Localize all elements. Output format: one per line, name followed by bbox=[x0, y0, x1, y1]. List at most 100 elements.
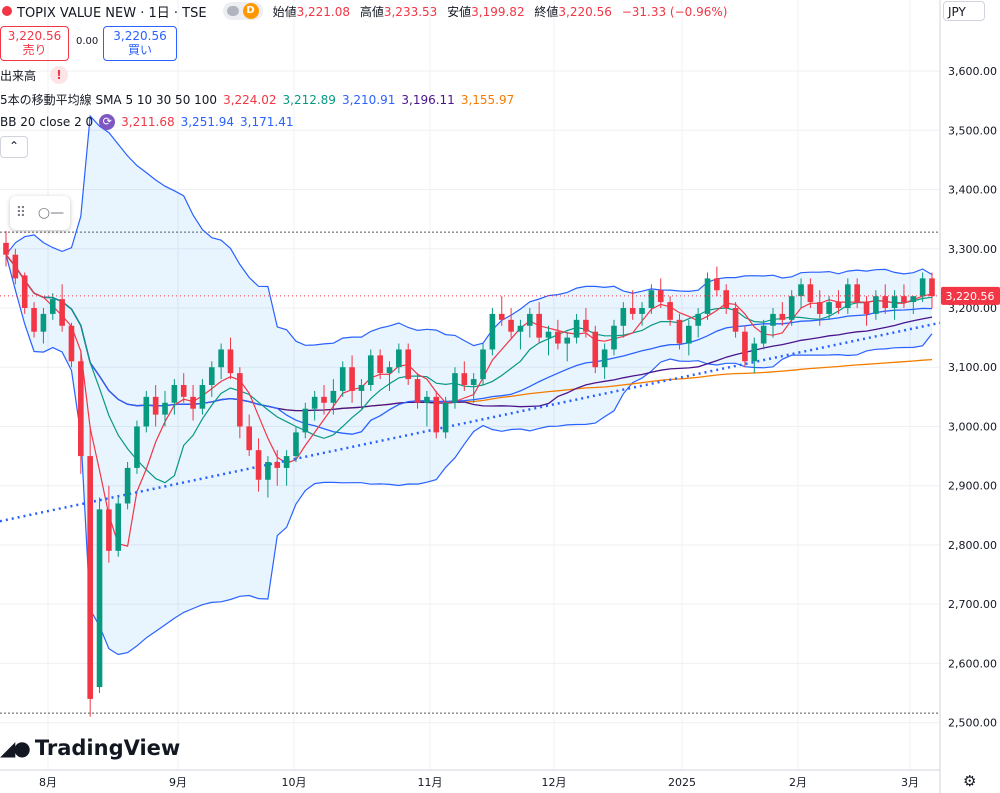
candle-body bbox=[311, 396, 318, 409]
candle-body bbox=[676, 319, 683, 344]
chevron-up-icon[interactable]: ⌃ bbox=[0, 136, 28, 158]
candle-body bbox=[723, 290, 730, 308]
candle-body bbox=[152, 396, 159, 415]
close-value: 3,220.56 bbox=[558, 4, 612, 19]
candle-body bbox=[545, 331, 552, 338]
high-value: 3,233.53 bbox=[383, 4, 438, 19]
candle-body bbox=[96, 509, 103, 688]
candle-body bbox=[854, 284, 860, 303]
candle-body bbox=[508, 319, 514, 332]
candle-body bbox=[377, 355, 383, 374]
candle-body bbox=[87, 456, 93, 699]
candle-body bbox=[751, 343, 758, 362]
candle-body bbox=[592, 331, 599, 368]
candle-body bbox=[49, 299, 56, 314]
candle-body bbox=[143, 396, 150, 427]
candle-body bbox=[489, 313, 496, 350]
candle-body bbox=[583, 319, 589, 332]
buy-price: 3,220.56 bbox=[113, 29, 167, 43]
candle-body bbox=[12, 254, 19, 279]
candle-body bbox=[302, 408, 309, 433]
open-value: 3,221.08 bbox=[296, 4, 351, 19]
sell-label: 売り bbox=[22, 43, 47, 57]
volume-indicator[interactable]: 出来高 ! bbox=[0, 66, 74, 84]
close-label: 終値 bbox=[534, 4, 559, 19]
drawing-toolbar[interactable]: ⠿ ○— bbox=[10, 196, 70, 230]
candle-body bbox=[845, 284, 851, 308]
gear-icon[interactable]: ⚙ bbox=[963, 772, 977, 790]
change-value: −31.33 (−0.96%) bbox=[621, 4, 728, 19]
candle-body bbox=[367, 355, 374, 385]
trend-line bbox=[0, 321, 941, 523]
x-tick-label: 12月 bbox=[542, 776, 567, 789]
sma-indicator[interactable]: 5本の移動平均線 SMA 5 10 30 50 100 3,224.02 3,2… bbox=[0, 91, 520, 108]
buy-label: 買い bbox=[127, 43, 152, 57]
candle-body bbox=[611, 325, 617, 350]
candle-body bbox=[480, 349, 486, 380]
candle-body bbox=[424, 396, 430, 403]
candle-body bbox=[208, 367, 215, 385]
candle-body bbox=[901, 296, 907, 303]
sma-value-5: 3,224.02 bbox=[223, 92, 277, 107]
x-tick-label: 9月 bbox=[169, 776, 187, 789]
candle-body bbox=[816, 302, 823, 314]
data-badge: D bbox=[242, 3, 259, 19]
y-tick-label: 3,300.00 bbox=[948, 243, 997, 256]
y-tick-label: 3,100.00 bbox=[948, 361, 997, 374]
candle-body bbox=[237, 373, 243, 427]
candle-body bbox=[873, 296, 879, 314]
candle-body bbox=[835, 302, 842, 308]
last-price-tag bbox=[941, 286, 1000, 305]
candle-body bbox=[190, 396, 196, 409]
sma-title: 5本の移動平均線 SMA 5 10 30 50 100 bbox=[0, 93, 218, 107]
spread-value: 0.00 bbox=[76, 36, 99, 47]
candle-body bbox=[162, 402, 168, 415]
candle-body bbox=[788, 296, 795, 320]
candle-body bbox=[442, 402, 449, 433]
sell-button[interactable]: 3,220.56 売り bbox=[0, 26, 69, 61]
candle-body bbox=[863, 302, 870, 314]
candle-body bbox=[667, 302, 673, 320]
buy-button[interactable]: 3,220.56 買い bbox=[103, 26, 177, 61]
bb-basis: 3,211.68 bbox=[121, 115, 175, 129]
market-status-icon bbox=[226, 6, 239, 16]
candle-body bbox=[470, 379, 477, 385]
sync-icon[interactable]: ⟳ bbox=[99, 114, 116, 130]
candle-body bbox=[31, 308, 37, 332]
brand-name: TradingView bbox=[34, 736, 181, 760]
candle-body bbox=[629, 308, 636, 314]
bb-title: BB 20 close 2 0 bbox=[0, 115, 94, 129]
last-price-label: 3,220.56 bbox=[946, 290, 995, 303]
y-tick-label: 2,800.00 bbox=[948, 539, 997, 552]
tradingview-logo[interactable]: ◢● TradingView bbox=[0, 736, 180, 760]
candle-body bbox=[3, 242, 9, 255]
ohlc-readout: 始値3,221.08 高値3,233.53 安値3,199.82 終値3,220… bbox=[273, 3, 734, 20]
candle-body bbox=[283, 456, 290, 468]
bb-indicator[interactable]: BB 20 close 2 0 ⟳ 3,211.68 3,251.94 3,17… bbox=[0, 114, 299, 130]
candle-body bbox=[910, 296, 917, 303]
bb-fill bbox=[6, 116, 932, 655]
candle-body bbox=[704, 278, 711, 314]
drag-handle-icon[interactable]: ⠿ bbox=[15, 205, 27, 221]
candle-body bbox=[929, 278, 935, 297]
line-tool-icon[interactable]: ○— bbox=[37, 205, 65, 221]
symbol-title[interactable]: TOPIX VALUE NEW · 1日 · TSE bbox=[17, 5, 207, 21]
candle-body bbox=[405, 349, 412, 380]
candle-body bbox=[40, 313, 47, 332]
tradingview-mark-icon: ◢● bbox=[0, 736, 31, 760]
candle-body bbox=[180, 385, 187, 397]
status-pill[interactable]: D bbox=[222, 2, 263, 20]
candle-body bbox=[433, 396, 440, 433]
currency-select[interactable]: JPY bbox=[943, 1, 985, 21]
candle-body bbox=[452, 373, 458, 403]
x-tick-label: 10月 bbox=[282, 776, 307, 789]
candle-body bbox=[59, 299, 65, 326]
candle-body bbox=[106, 509, 112, 551]
candle-body bbox=[695, 313, 701, 326]
sell-price: 3,220.56 bbox=[7, 29, 62, 43]
sma-value-50: 3,196.11 bbox=[401, 92, 455, 107]
warning-icon[interactable]: ! bbox=[50, 66, 69, 84]
candle-body bbox=[414, 379, 421, 403]
bb-upper: 3,251.94 bbox=[180, 115, 235, 129]
